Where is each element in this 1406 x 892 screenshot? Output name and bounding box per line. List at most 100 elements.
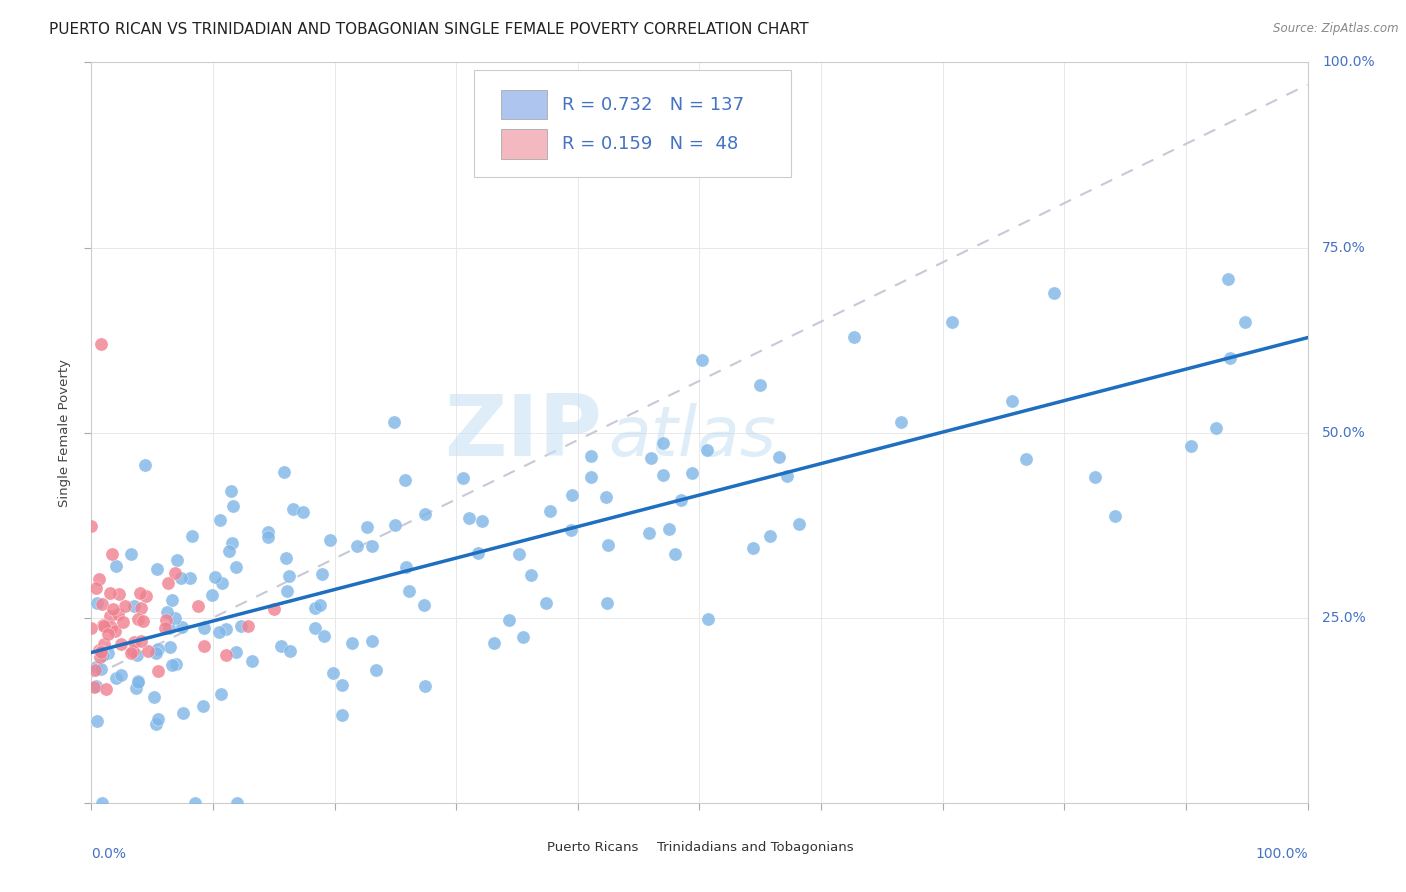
Point [170,619,193,633]
Point [768,450,790,464]
Point [127,612,149,626]
Point [87,643,110,657]
Point [658,522,681,536]
Point [165,657,187,671]
Point [86,659,108,673]
Point [696,442,718,457]
Point [229,619,252,633]
Point [120,646,142,660]
Text: 100.0%: 100.0% [1256,847,1308,861]
Point [201,588,224,602]
Point [941,315,963,329]
Point [651,436,673,450]
Point [122,599,145,613]
Point [579,449,602,463]
Point [356,520,378,534]
Point [218,544,240,558]
Point [340,636,363,650]
Point [221,484,243,499]
Point [274,550,297,565]
Point [163,611,186,625]
Point [360,540,382,554]
Text: 25.0%: 25.0% [1322,611,1365,624]
Point [104,624,127,638]
Point [135,590,157,604]
Point [129,585,152,599]
Point [209,687,232,701]
Text: 0.0%: 0.0% [91,847,127,861]
Bar [502,129,547,159]
Point [204,570,226,584]
Point [146,562,169,576]
Point [89,649,111,664]
Point [155,613,177,627]
Point [125,681,148,696]
Point [160,592,183,607]
Point [312,629,335,643]
Point [1218,272,1240,286]
Point [145,646,167,660]
Point [640,450,662,465]
Point [172,706,194,720]
Point [208,512,231,526]
Point [257,524,280,539]
Text: atlas: atlas [609,403,776,470]
Point [451,471,474,485]
Point [1104,509,1126,524]
Point [94,682,117,697]
Point [193,639,215,653]
Point [208,625,231,640]
Point [91,597,114,611]
Point [346,539,368,553]
Point [222,500,245,514]
Point [238,618,260,632]
Bar [502,90,547,120]
Point [146,712,169,726]
Point [697,611,720,625]
Point [129,633,152,648]
Point [458,511,481,525]
Point [257,529,280,543]
Point [80,621,103,635]
Point [120,547,142,561]
Point [103,601,125,615]
Point [90,662,112,676]
Point [669,492,692,507]
Point [534,596,557,610]
Point [304,621,326,635]
Point [225,559,247,574]
Point [110,637,132,651]
Point [1084,469,1107,483]
Point [538,503,561,517]
Point [270,639,292,653]
Point [181,528,204,542]
Point [595,596,617,610]
Point [143,690,166,705]
Point [90,645,112,659]
Point [395,560,418,574]
Point [169,570,191,584]
Point [482,636,505,650]
Point [84,581,107,595]
Point [595,490,617,504]
Point [97,627,120,641]
Point [512,630,534,644]
Point [561,488,583,502]
Point [132,614,155,628]
Point [413,508,436,522]
Point [309,598,332,612]
Point [467,546,489,560]
Point [776,468,799,483]
Point [166,553,188,567]
Point [638,526,661,541]
Point [560,524,582,538]
Point [890,415,912,429]
Point [184,796,207,810]
Point [1014,452,1036,467]
Point [311,566,333,581]
Point [156,576,179,591]
Point [384,415,406,429]
Point [471,514,494,528]
Point [681,467,703,481]
Point [107,607,129,621]
